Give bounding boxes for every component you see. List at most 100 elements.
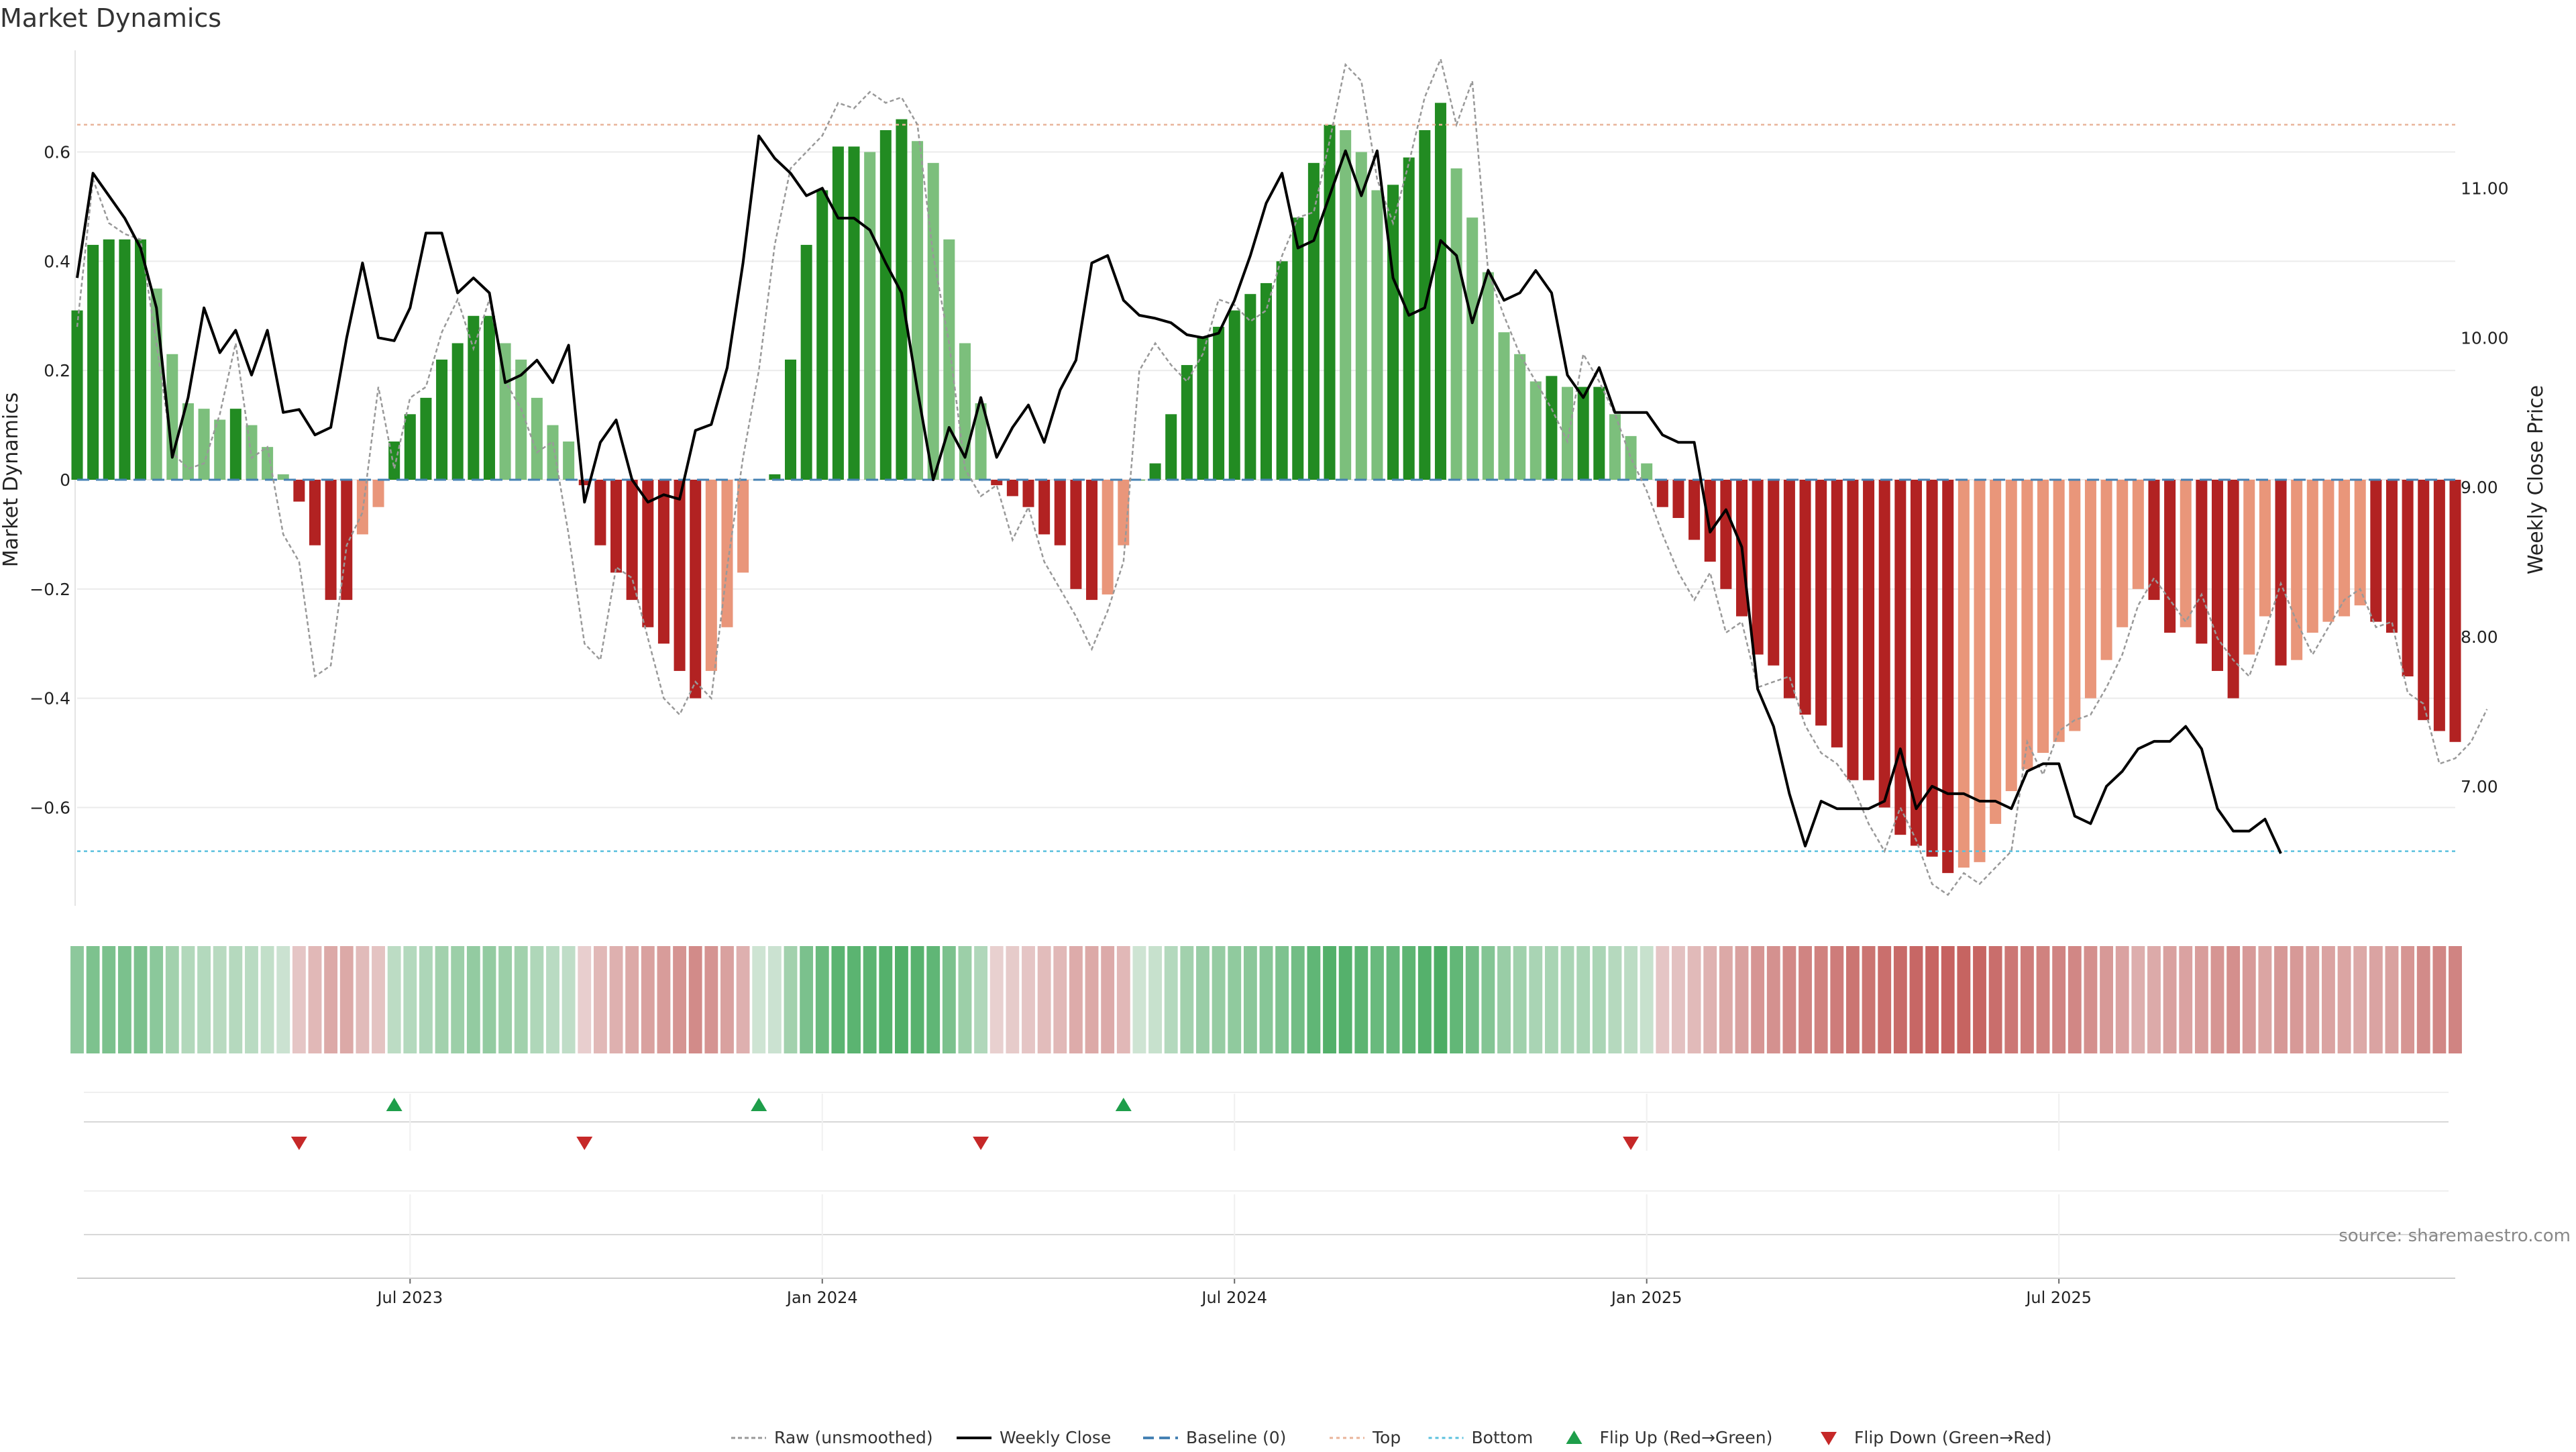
heatmap-cell bbox=[1656, 946, 1670, 1053]
heatmap-cell bbox=[530, 946, 544, 1053]
y-tick-label-right: 11.00 bbox=[2461, 179, 2509, 199]
heatmap-cell bbox=[1371, 946, 1384, 1053]
bar bbox=[1894, 480, 1907, 835]
heatmap-cell bbox=[1354, 946, 1368, 1053]
heatmap-cell bbox=[1053, 946, 1067, 1053]
heatmap-cell bbox=[165, 946, 179, 1053]
bar bbox=[372, 480, 384, 507]
heatmap-cell bbox=[784, 946, 798, 1053]
heatmap-cell bbox=[1687, 946, 1701, 1053]
bar bbox=[1688, 480, 1701, 540]
bar bbox=[864, 152, 876, 480]
flip-up-marker bbox=[386, 1098, 402, 1111]
heatmap-cell bbox=[2353, 946, 2367, 1053]
source-credit: source: sharemaestro.com bbox=[2339, 1226, 2571, 1246]
heatmap-cell bbox=[1973, 946, 1986, 1053]
heatmap-cell bbox=[2449, 946, 2462, 1053]
bar bbox=[1149, 463, 1161, 480]
heatmap-cell bbox=[1434, 946, 1448, 1053]
heatmap-cell bbox=[815, 946, 829, 1053]
bar bbox=[1863, 480, 1875, 780]
y-tick-label-left: 0.2 bbox=[44, 361, 70, 380]
heatmap-cell bbox=[561, 946, 576, 1053]
bar bbox=[293, 480, 305, 502]
heatmap-cell bbox=[2416, 946, 2430, 1053]
bar bbox=[515, 359, 527, 480]
heatmap-cell bbox=[1307, 946, 1321, 1053]
bar bbox=[1799, 480, 1811, 715]
bar bbox=[2322, 480, 2334, 622]
bar bbox=[610, 480, 623, 573]
heatmap-cell bbox=[657, 946, 671, 1053]
bar bbox=[2180, 480, 2192, 627]
bar bbox=[2306, 480, 2318, 633]
heatmap-cell bbox=[1925, 946, 1939, 1053]
flip-down-marker bbox=[973, 1137, 989, 1150]
heatmap-cell bbox=[356, 946, 370, 1053]
y-tick-label-left: −0.2 bbox=[30, 580, 70, 599]
heatmap-cell bbox=[1957, 946, 1971, 1053]
heatmap-cell bbox=[736, 946, 750, 1053]
bar bbox=[2084, 480, 2096, 698]
heatmap-cell bbox=[1909, 946, 1923, 1053]
bar bbox=[2100, 480, 2112, 660]
bar bbox=[1546, 376, 1558, 480]
legend-label: Raw (unsmoothed) bbox=[774, 1428, 933, 1447]
bar bbox=[198, 409, 210, 480]
heatmap-cell bbox=[1116, 946, 1130, 1053]
bar bbox=[2385, 480, 2398, 633]
heatmap-cell bbox=[86, 946, 100, 1053]
bar bbox=[1181, 365, 1193, 480]
heatmap-cell bbox=[2020, 946, 2034, 1053]
bar bbox=[1244, 294, 1256, 480]
heatmap-cell bbox=[1988, 946, 2002, 1053]
heatmap-cell bbox=[2004, 946, 2019, 1053]
bar bbox=[277, 474, 289, 480]
heatmap-cell bbox=[1576, 946, 1591, 1053]
legend-item-close: Weekly Close bbox=[957, 1428, 1111, 1447]
bar bbox=[420, 397, 432, 480]
heatmap-cell bbox=[387, 946, 401, 1053]
heatmap-cell bbox=[609, 946, 623, 1053]
bar bbox=[1276, 261, 1288, 480]
heatmap-cell bbox=[292, 946, 306, 1053]
legend-item-bottom: Bottom bbox=[1428, 1428, 1533, 1447]
heatmap-cell bbox=[1544, 946, 1558, 1053]
legend-item-raw: Raw (unsmoothed) bbox=[731, 1428, 933, 1447]
heatmap-cell bbox=[229, 946, 243, 1053]
bar bbox=[2211, 480, 2224, 671]
y-tick-label-left: −0.4 bbox=[30, 689, 70, 709]
heatmap-cell bbox=[2163, 946, 2177, 1053]
bar bbox=[1529, 381, 1542, 480]
bar bbox=[1482, 272, 1494, 480]
bar bbox=[674, 480, 686, 671]
bar bbox=[1403, 157, 1415, 480]
bar bbox=[800, 244, 812, 480]
heatmap-cell bbox=[704, 946, 718, 1053]
flip-markers-panel bbox=[84, 1092, 2449, 1151]
heatmap-cell bbox=[1228, 946, 1242, 1053]
bar bbox=[2021, 480, 2033, 770]
heatmap-cell bbox=[372, 946, 385, 1053]
heatmap-cell bbox=[2179, 946, 2193, 1053]
heatmap-cell bbox=[847, 946, 861, 1053]
bar bbox=[2418, 480, 2430, 721]
heatmap-cell bbox=[1893, 946, 1907, 1053]
bar bbox=[2069, 480, 2081, 731]
heatmap-cell bbox=[1735, 946, 1749, 1053]
heatmap-cell bbox=[958, 946, 972, 1053]
heatmap-cell bbox=[260, 946, 274, 1053]
bar bbox=[182, 403, 194, 480]
flip-up-marker bbox=[1115, 1098, 1132, 1111]
heatmap-cell bbox=[1703, 946, 1717, 1053]
heatmap-cell bbox=[1275, 946, 1289, 1053]
heatmap-cell bbox=[466, 946, 480, 1053]
bar bbox=[451, 343, 464, 480]
bar bbox=[578, 480, 590, 486]
bar bbox=[2196, 480, 2208, 644]
heatmap-cell bbox=[2210, 946, 2224, 1053]
heatmap-cell bbox=[1069, 946, 1083, 1053]
heatmap-cell bbox=[2147, 946, 2161, 1053]
flip-down-marker bbox=[576, 1137, 593, 1150]
